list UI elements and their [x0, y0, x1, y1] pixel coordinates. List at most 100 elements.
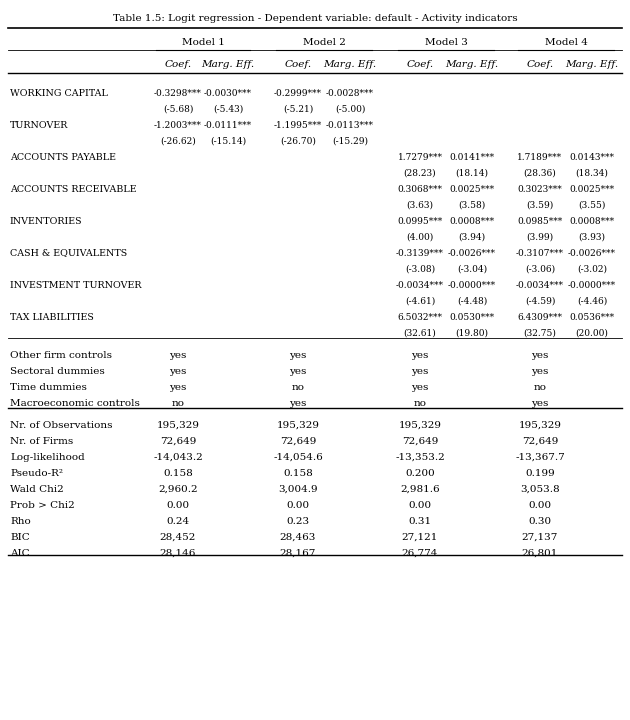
- Text: INVENTORIES: INVENTORIES: [10, 217, 83, 225]
- Text: yes: yes: [531, 399, 549, 408]
- Text: yes: yes: [169, 367, 186, 376]
- Text: 0.00: 0.00: [287, 500, 309, 510]
- Text: Model 1: Model 1: [181, 38, 224, 47]
- Text: 6.5032***: 6.5032***: [398, 312, 442, 322]
- Text: (3.94): (3.94): [459, 233, 486, 241]
- Text: yes: yes: [411, 367, 428, 376]
- Text: (-4.46): (-4.46): [577, 297, 607, 305]
- Text: -0.0000***: -0.0000***: [448, 281, 496, 289]
- Text: Coef.: Coef.: [406, 60, 433, 69]
- Text: 0.0025***: 0.0025***: [449, 184, 495, 194]
- Text: 0.00: 0.00: [529, 500, 551, 510]
- Text: 195,329: 195,329: [518, 420, 561, 430]
- Text: -0.2999***: -0.2999***: [274, 89, 322, 97]
- Text: 1.7279***: 1.7279***: [398, 153, 442, 161]
- Text: (32.61): (32.61): [404, 328, 437, 338]
- Text: -0.0111***: -0.0111***: [204, 120, 252, 130]
- Text: BIC: BIC: [10, 533, 30, 541]
- Text: (19.80): (19.80): [455, 328, 488, 338]
- Text: -14,043.2: -14,043.2: [153, 453, 203, 462]
- Text: yes: yes: [411, 351, 428, 360]
- Text: (18.34): (18.34): [576, 168, 609, 178]
- Text: (-5.68): (-5.68): [163, 104, 193, 114]
- Text: Marg. Eff.: Marg. Eff.: [445, 60, 498, 69]
- Text: 28,167: 28,167: [280, 549, 316, 558]
- Text: (-3.02): (-3.02): [577, 264, 607, 274]
- Text: 0.0530***: 0.0530***: [449, 312, 495, 322]
- Text: Pseudo-R²: Pseudo-R²: [10, 469, 63, 477]
- Text: (-5.21): (-5.21): [283, 104, 313, 114]
- Text: Rho: Rho: [10, 517, 31, 526]
- Text: (28.36): (28.36): [524, 168, 556, 178]
- Text: (18.14): (18.14): [455, 168, 488, 178]
- Text: (-3.08): (-3.08): [405, 264, 435, 274]
- Text: yes: yes: [169, 383, 186, 392]
- Text: Table 1.5: Logit regression - Dependent variable: default - Activity indicators: Table 1.5: Logit regression - Dependent …: [113, 14, 517, 23]
- Text: TAX LIABILITIES: TAX LIABILITIES: [10, 312, 94, 322]
- Text: (-26.62): (-26.62): [160, 137, 196, 145]
- Text: 72,649: 72,649: [160, 437, 196, 446]
- Text: 0.0995***: 0.0995***: [398, 217, 443, 225]
- Text: -0.0028***: -0.0028***: [326, 89, 374, 97]
- Text: (3.55): (3.55): [578, 200, 605, 210]
- Text: -0.0030***: -0.0030***: [204, 89, 252, 97]
- Text: -0.3107***: -0.3107***: [516, 248, 564, 258]
- Text: yes: yes: [289, 399, 307, 408]
- Text: Nr. of Firms: Nr. of Firms: [10, 437, 73, 446]
- Text: Sectoral dummies: Sectoral dummies: [10, 367, 105, 376]
- Text: -0.0113***: -0.0113***: [326, 120, 374, 130]
- Text: 0.0008***: 0.0008***: [570, 217, 614, 225]
- Text: -0.0026***: -0.0026***: [568, 248, 616, 258]
- Text: 0.30: 0.30: [529, 517, 551, 526]
- Text: 0.0008***: 0.0008***: [449, 217, 495, 225]
- Text: yes: yes: [169, 351, 186, 360]
- Text: 195,329: 195,329: [156, 420, 200, 430]
- Text: 0.0141***: 0.0141***: [449, 153, 495, 161]
- Text: INVESTMENT TURNOVER: INVESTMENT TURNOVER: [10, 281, 142, 289]
- Text: 0.158: 0.158: [163, 469, 193, 477]
- Text: 27,121: 27,121: [402, 533, 438, 541]
- Text: 72,649: 72,649: [402, 437, 438, 446]
- Text: 0.200: 0.200: [405, 469, 435, 477]
- Text: 3,004.9: 3,004.9: [278, 485, 318, 494]
- Text: Model 2: Model 2: [302, 38, 345, 47]
- Text: 0.00: 0.00: [408, 500, 432, 510]
- Text: 28,146: 28,146: [160, 549, 196, 558]
- Text: (-26.70): (-26.70): [280, 137, 316, 145]
- Text: Marg. Eff.: Marg. Eff.: [202, 60, 255, 69]
- Text: Model 4: Model 4: [544, 38, 587, 47]
- Text: 0.3023***: 0.3023***: [518, 184, 563, 194]
- Text: yes: yes: [411, 383, 428, 392]
- Text: Marg. Eff.: Marg. Eff.: [566, 60, 619, 69]
- Text: (-5.00): (-5.00): [335, 104, 365, 114]
- Text: 0.0025***: 0.0025***: [570, 184, 614, 194]
- Text: yes: yes: [531, 367, 549, 376]
- Text: -1.1995***: -1.1995***: [274, 120, 322, 130]
- Text: (-4.48): (-4.48): [457, 297, 487, 305]
- Text: ACCOUNTS PAYABLE: ACCOUNTS PAYABLE: [10, 153, 116, 161]
- Text: 1.7189***: 1.7189***: [517, 153, 563, 161]
- Text: -14,054.6: -14,054.6: [273, 453, 323, 462]
- Text: 0.0143***: 0.0143***: [570, 153, 614, 161]
- Text: 28,463: 28,463: [280, 533, 316, 541]
- Text: no: no: [292, 383, 304, 392]
- Text: -13,367.7: -13,367.7: [515, 453, 565, 462]
- Text: (28.23): (28.23): [404, 168, 437, 178]
- Text: (-4.61): (-4.61): [405, 297, 435, 305]
- Text: yes: yes: [531, 351, 549, 360]
- Text: (3.59): (3.59): [527, 200, 554, 210]
- Text: -0.0034***: -0.0034***: [516, 281, 564, 289]
- Text: 0.23: 0.23: [287, 517, 309, 526]
- Text: -0.0000***: -0.0000***: [568, 281, 616, 289]
- Text: 195,329: 195,329: [399, 420, 442, 430]
- Text: Marg. Eff.: Marg. Eff.: [323, 60, 377, 69]
- Text: 6.4309***: 6.4309***: [517, 312, 563, 322]
- Text: (20.00): (20.00): [576, 328, 609, 338]
- Text: (4.00): (4.00): [406, 233, 433, 241]
- Text: (-15.14): (-15.14): [210, 137, 246, 145]
- Text: (-15.29): (-15.29): [332, 137, 368, 145]
- Text: 2,960.2: 2,960.2: [158, 485, 198, 494]
- Text: (-3.06): (-3.06): [525, 264, 555, 274]
- Text: (3.99): (3.99): [527, 233, 554, 241]
- Text: TURNOVER: TURNOVER: [10, 120, 69, 130]
